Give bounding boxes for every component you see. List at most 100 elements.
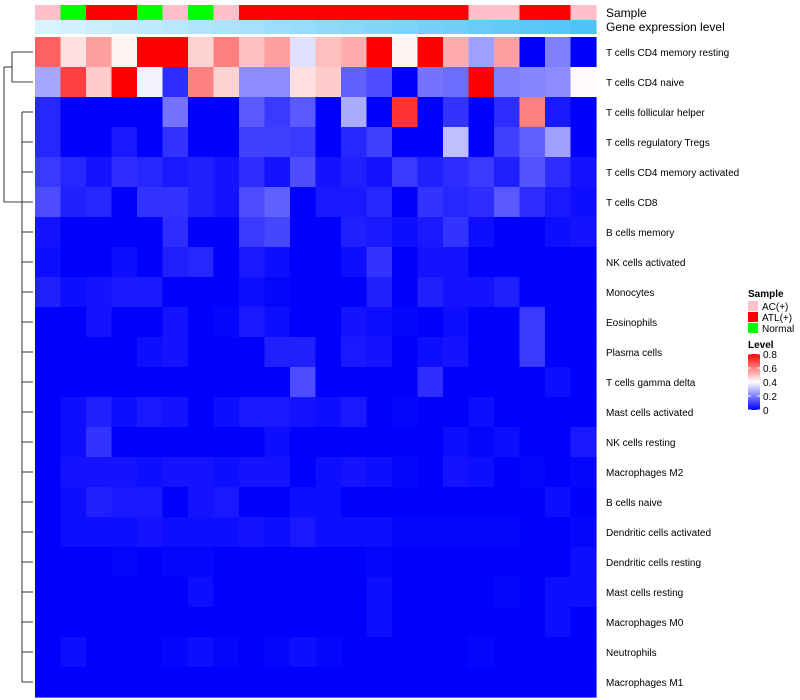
heatmap-cell <box>264 397 291 428</box>
gene-expression-annotation-cell <box>35 20 62 34</box>
heatmap-cell <box>35 457 62 488</box>
heatmap-cell <box>443 457 470 488</box>
heatmap-cell <box>290 607 317 638</box>
heatmap-cell <box>35 667 62 698</box>
heatmap-cell <box>111 217 138 248</box>
sample-annotation-cell <box>86 5 113 20</box>
heatmap-cell <box>239 277 266 308</box>
heatmap-cell <box>162 247 189 278</box>
heatmap-cell <box>341 517 368 548</box>
heatmap-cell <box>290 337 317 368</box>
heatmap-cell <box>570 487 597 518</box>
heatmap-cell <box>315 157 342 188</box>
heatmap-cell <box>35 397 62 428</box>
heatmap-cell <box>264 547 291 578</box>
heatmap-cell <box>137 577 164 608</box>
heatmap-cell <box>111 127 138 158</box>
legend-sample-swatch <box>748 323 758 333</box>
heatmap-cell <box>443 487 470 518</box>
heatmap-cell <box>111 487 138 518</box>
heatmap-cell <box>35 247 62 278</box>
heatmap-cell <box>392 367 419 398</box>
heatmap-cell <box>239 67 266 98</box>
heatmap-cell <box>137 487 164 518</box>
heatmap-cell <box>443 97 470 128</box>
heatmap-cell <box>290 487 317 518</box>
heatmap-cell <box>188 487 215 518</box>
heatmap-cell <box>417 637 444 668</box>
sample-annotation-cell <box>366 5 393 20</box>
gene-expression-annotation-cell <box>137 20 164 34</box>
heatmap-cell <box>545 397 572 428</box>
gene-expression-annotation-cell <box>494 20 521 34</box>
heatmap-cell <box>60 127 87 158</box>
heatmap-cell <box>392 277 419 308</box>
heatmap-cell <box>213 517 240 548</box>
heatmap-cell <box>239 247 266 278</box>
heatmap-cell <box>417 427 444 458</box>
heatmap-cell <box>468 427 495 458</box>
heatmap-cell <box>35 67 62 98</box>
heatmap-cell <box>519 607 546 638</box>
sample-annotation-cell <box>468 5 495 20</box>
heatmap-cell <box>86 337 113 368</box>
heatmap-cell <box>162 337 189 368</box>
heatmap-cell <box>60 367 87 398</box>
heatmap-cell <box>443 577 470 608</box>
row-label: Mast cells activated <box>606 408 693 419</box>
heatmap-cell <box>60 157 87 188</box>
heatmap-cell <box>341 97 368 128</box>
heatmap-cell <box>443 637 470 668</box>
heatmap-cell <box>315 217 342 248</box>
gene-expression-annotation-cell <box>366 20 393 34</box>
heatmap-cell <box>570 127 597 158</box>
heatmap-cell <box>519 37 546 68</box>
heatmap-cell <box>366 607 393 638</box>
heatmap-cell <box>188 577 215 608</box>
heatmap-cell <box>417 667 444 698</box>
heatmap-cell <box>213 667 240 698</box>
heatmap-cell <box>111 517 138 548</box>
heatmap-cell <box>315 307 342 338</box>
heatmap-cell <box>137 67 164 98</box>
heatmap-cell <box>519 547 546 578</box>
sample-annotation-cell <box>188 5 215 20</box>
heatmap-cell <box>137 607 164 638</box>
heatmap-cell <box>86 607 113 638</box>
gene-expression-annotation-cell <box>264 20 291 34</box>
heatmap-cell <box>494 547 521 578</box>
heatmap-cell <box>366 397 393 428</box>
heatmap-cell <box>417 547 444 578</box>
heatmap-cell <box>417 367 444 398</box>
heatmap-cell <box>392 97 419 128</box>
heatmap-cell <box>137 187 164 218</box>
heatmap-cell <box>188 337 215 368</box>
heatmap-cell <box>519 247 546 278</box>
heatmap-cell <box>290 307 317 338</box>
heatmap-cell <box>468 277 495 308</box>
heatmap-cell <box>315 667 342 698</box>
heatmap-cell <box>315 97 342 128</box>
sample-annotation-cell <box>545 5 572 20</box>
heatmap-cell <box>366 247 393 278</box>
sample-annotation-cell <box>239 5 266 20</box>
heatmap-cell <box>443 547 470 578</box>
sample-annotation-cell <box>111 5 138 20</box>
heatmap-cell <box>60 487 87 518</box>
heatmap-cell <box>366 277 393 308</box>
heatmap-cell <box>494 67 521 98</box>
heatmap-cell <box>188 127 215 158</box>
heatmap-cell <box>417 457 444 488</box>
heatmap-cell <box>35 487 62 518</box>
heatmap-cell <box>213 277 240 308</box>
heatmap-cell <box>519 127 546 158</box>
heatmap-cell <box>35 127 62 158</box>
heatmap-cell <box>468 367 495 398</box>
heatmap-cell <box>213 187 240 218</box>
heatmap-cell <box>443 217 470 248</box>
heatmap-cell <box>60 637 87 668</box>
heatmap-cell <box>545 577 572 608</box>
heatmap-cell <box>86 637 113 668</box>
heatmap-cell <box>494 427 521 458</box>
row-label: T cells CD8 <box>606 198 658 209</box>
